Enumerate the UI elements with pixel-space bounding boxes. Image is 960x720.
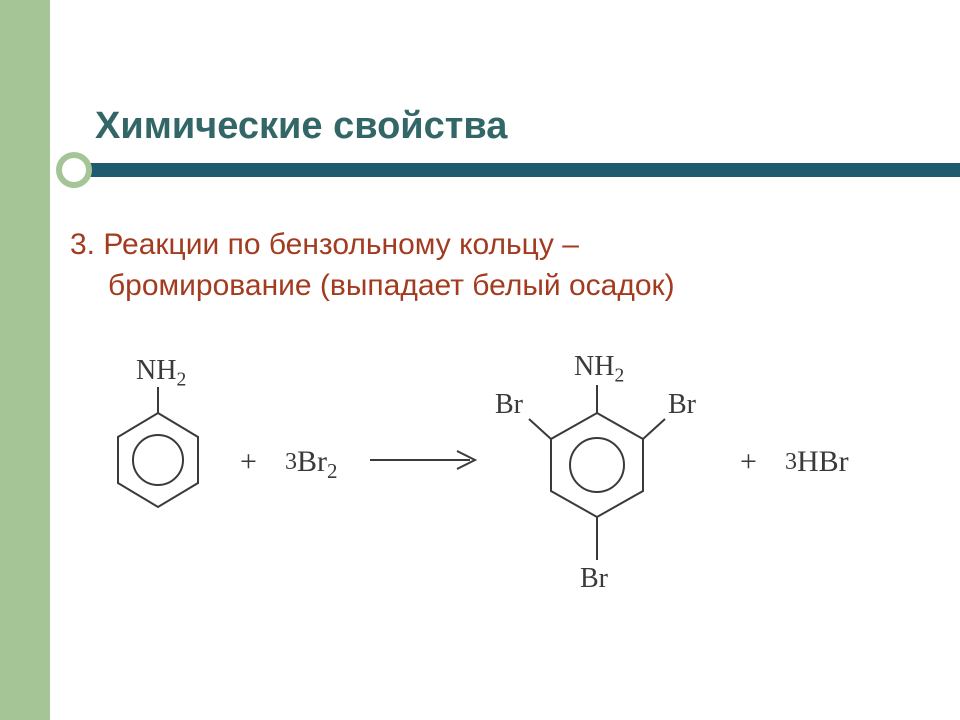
slide-title-area: Химические свойства (95, 105, 507, 148)
body-text: 3. Реакции по бензольному кольцу – броми… (70, 225, 675, 306)
reaction-arrow (365, 445, 485, 475)
product-br-para: Br (580, 563, 608, 595)
br2-text: Br (297, 445, 327, 478)
br2-coeff: 3 (285, 449, 297, 475)
plus-2: + (740, 445, 757, 479)
left-accent-bar (0, 0, 50, 720)
body-line2: бромирование (выпадает белый осадок) (70, 266, 675, 307)
plus-1: + (240, 445, 257, 479)
br2-sub: 2 (327, 459, 338, 483)
slide-title: Химические свойства (95, 105, 507, 148)
product-hbr: 3HBr (785, 445, 849, 479)
product-br-ortho-right: Br (668, 389, 696, 421)
title-underline (0, 158, 960, 186)
hbr-text: HBr (797, 445, 849, 478)
reagent-br2: 3Br2 (285, 445, 338, 484)
underline-circle (56, 152, 92, 188)
product-br-ortho-left: Br (495, 389, 523, 421)
hbr-coeff: 3 (785, 449, 797, 475)
reaction-diagram: NH2 + 3Br2 NH2 Br Br Br + 3HBr (100, 345, 880, 635)
aniline-structure (100, 345, 220, 545)
body-line1: 3. Реакции по бензольному кольцу – (70, 225, 675, 266)
underline-bar (75, 163, 960, 177)
